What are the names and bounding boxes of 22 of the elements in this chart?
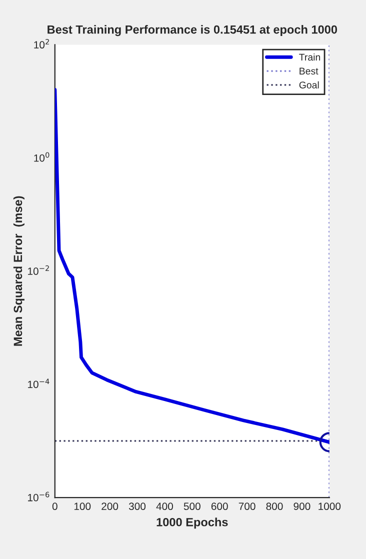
y-tick-label: 10$^{−2}$ xyxy=(28,265,49,275)
legend-label: Goal xyxy=(299,81,319,88)
x-axis-title: 1000 Epochs xyxy=(156,518,228,529)
y-tick-label: 10$^{0}$ xyxy=(34,152,50,162)
y-tick-label: 10$^{−6}$ xyxy=(28,492,50,502)
chart-title: Best Training Performance is 0.15451 at epoch 1000 xyxy=(48,25,338,36)
ref-line-label: Best xyxy=(300,68,318,75)
y-tick-label: 10$^{−4}$ xyxy=(28,378,50,388)
legend-label: Train xyxy=(299,53,320,61)
x-tick-label: 200 xyxy=(102,502,118,510)
x-tick-label: 600 xyxy=(211,502,228,510)
x-tick-label: 100 xyxy=(74,502,91,510)
y-axis-title: Mean Squared Error (mse) xyxy=(13,196,24,346)
x-tick-label: 700 xyxy=(238,502,256,510)
x-tick-label: 1000 xyxy=(318,502,341,510)
x-tick-label: 0 xyxy=(52,502,58,510)
x-tick-label: 400 xyxy=(156,502,173,510)
x-tick-label: 800 xyxy=(266,502,283,510)
y-tick-label: 10$^{2}$ xyxy=(34,39,49,49)
x-tick-label: 300 xyxy=(128,502,146,510)
x-tick-label: 900 xyxy=(294,502,310,510)
x-tick-label: 500 xyxy=(184,502,200,510)
